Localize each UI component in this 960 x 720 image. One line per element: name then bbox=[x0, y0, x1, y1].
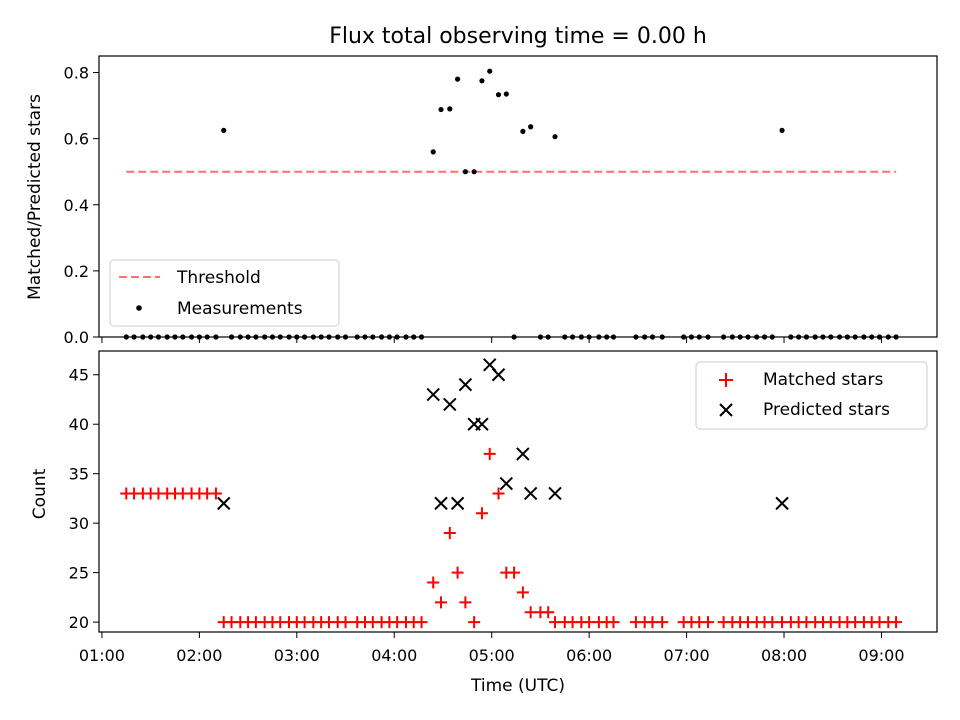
matched-star-point bbox=[508, 566, 521, 579]
top-y-ticks: 0.0 0.2 0.4 0.6 0.8 bbox=[64, 64, 99, 347]
matched-star-point bbox=[435, 596, 448, 609]
top-y-tick-label: 0.0 bbox=[64, 328, 89, 347]
bottom-x-tick-label: 08:00 bbox=[761, 646, 807, 665]
predicted-star-point bbox=[450, 496, 465, 511]
bottom-y-ticks: 20 25 30 35 40 45 bbox=[69, 366, 99, 632]
bottom-y-tick-label: 20 bbox=[69, 613, 89, 632]
matched-star-point bbox=[890, 616, 903, 629]
matched-star-point bbox=[542, 606, 555, 619]
measurement-point bbox=[503, 91, 509, 97]
matched-star-point bbox=[492, 487, 505, 500]
bottom-x-tick-label: 06:00 bbox=[566, 646, 612, 665]
top-x-ticks bbox=[101, 337, 882, 343]
matched-star-point bbox=[339, 616, 352, 629]
matched-star-point bbox=[702, 616, 715, 629]
matched-star-point bbox=[607, 616, 620, 629]
bottom-y-tick-label: 30 bbox=[69, 514, 89, 533]
measurement-point bbox=[471, 169, 477, 175]
measurement-point bbox=[462, 169, 468, 175]
bottom-x-tick-label: 05:00 bbox=[469, 646, 515, 665]
measurement-point bbox=[438, 106, 444, 113]
top-y-tick-label: 0.8 bbox=[64, 64, 89, 83]
measurement-point bbox=[779, 127, 785, 133]
matched-star-point bbox=[656, 616, 669, 629]
bottom-x-tick-label: 07:00 bbox=[664, 646, 710, 665]
matched-star-point bbox=[451, 566, 464, 579]
measurement-point bbox=[487, 68, 493, 74]
matched-star-point bbox=[415, 616, 428, 629]
predicted-star-point bbox=[443, 397, 457, 412]
predicted-star-point bbox=[475, 417, 489, 431]
bottom-x-axis-label: Time (UTC) bbox=[470, 676, 565, 696]
predicted-star-point bbox=[775, 496, 789, 511]
top-chart-title: Flux total observing time = 0.00 h bbox=[329, 24, 707, 49]
top-y-tick-label: 0.4 bbox=[64, 196, 89, 215]
matched-star-point bbox=[209, 487, 222, 500]
predicted-star-point bbox=[548, 486, 562, 501]
matched-star-point bbox=[427, 576, 440, 589]
bottom-plot-frame bbox=[98, 350, 938, 633]
predicted-star-point bbox=[516, 447, 530, 461]
measurement-point bbox=[447, 106, 453, 112]
bottom-x-ticks: 01:00 02:00 03:00 04:00 05:00 06:00 07:00 08:00… bbox=[79, 632, 905, 665]
bottom-x-tick-label: 09:00 bbox=[858, 646, 904, 665]
bottom-y-axis-label: Count bbox=[30, 468, 50, 519]
matched-star-point bbox=[516, 586, 529, 599]
top-y-axis-label: Matched/Predicted stars bbox=[25, 94, 45, 300]
bottom-y-tick-label: 25 bbox=[69, 564, 89, 583]
top-panel: 0.00.20.40.60.8 Matched/Predicted stars … bbox=[25, 55, 938, 347]
bottom-legend-box bbox=[695, 361, 928, 430]
legend-measurements-label: Measurements bbox=[177, 299, 303, 319]
top-y-tick-label: 0.6 bbox=[64, 130, 89, 149]
matched-star-point bbox=[483, 447, 496, 460]
measurement-point bbox=[520, 128, 526, 134]
bottom-x-tick-label: 03:00 bbox=[274, 646, 320, 665]
matched-star-point bbox=[443, 527, 456, 540]
top-y-tick-label: 0.2 bbox=[64, 262, 89, 281]
top-plot-frame bbox=[98, 55, 938, 338]
legend-matched-label: Matched stars bbox=[763, 370, 883, 390]
legend-predicted-swatch bbox=[719, 403, 733, 417]
predicted-star-point bbox=[499, 476, 514, 491]
predicted-star-point bbox=[426, 387, 440, 402]
top-legend-box bbox=[109, 259, 340, 327]
matched-star-point bbox=[459, 596, 472, 609]
predicted-star-point bbox=[217, 496, 231, 511]
measurement-point bbox=[221, 127, 227, 133]
measurement-point bbox=[454, 76, 461, 82]
measurement-point bbox=[430, 149, 436, 155]
matched-star-point bbox=[475, 507, 488, 520]
predicted-star-point bbox=[491, 368, 506, 382]
measurement-point bbox=[495, 92, 502, 98]
measurement-point bbox=[552, 134, 558, 140]
bottom-x-tick-label: 04:00 bbox=[371, 646, 417, 665]
bottom-y-tick-label: 45 bbox=[69, 366, 89, 385]
measurement-point bbox=[528, 124, 534, 130]
bottom-panel: 20 25 30 35 40 45 01:00 02:00 03:00 04:00 05:00 06… bbox=[30, 350, 938, 696]
predicted-star-point bbox=[458, 377, 473, 392]
bottom-legend: Matched stars Predicted stars bbox=[695, 361, 928, 430]
legend-measurements-swatch bbox=[136, 305, 142, 311]
bottom-y-tick-label: 40 bbox=[69, 415, 89, 434]
predicted-star-point bbox=[434, 496, 448, 511]
legend-matched-swatch bbox=[719, 373, 733, 387]
matched-star-point bbox=[468, 616, 481, 629]
legend-threshold-label: Threshold bbox=[176, 268, 261, 288]
legend-predicted-label: Predicted stars bbox=[763, 400, 890, 420]
top-legend: Threshold Measurements bbox=[109, 259, 340, 327]
predicted-star-point bbox=[523, 486, 538, 501]
bottom-x-tick-label: 02:00 bbox=[176, 646, 222, 665]
bottom-data-layer bbox=[120, 358, 903, 629]
bottom-y-tick-label: 35 bbox=[69, 465, 89, 484]
measurement-point bbox=[479, 78, 485, 84]
bottom-x-tick-label: 01:00 bbox=[79, 646, 125, 665]
